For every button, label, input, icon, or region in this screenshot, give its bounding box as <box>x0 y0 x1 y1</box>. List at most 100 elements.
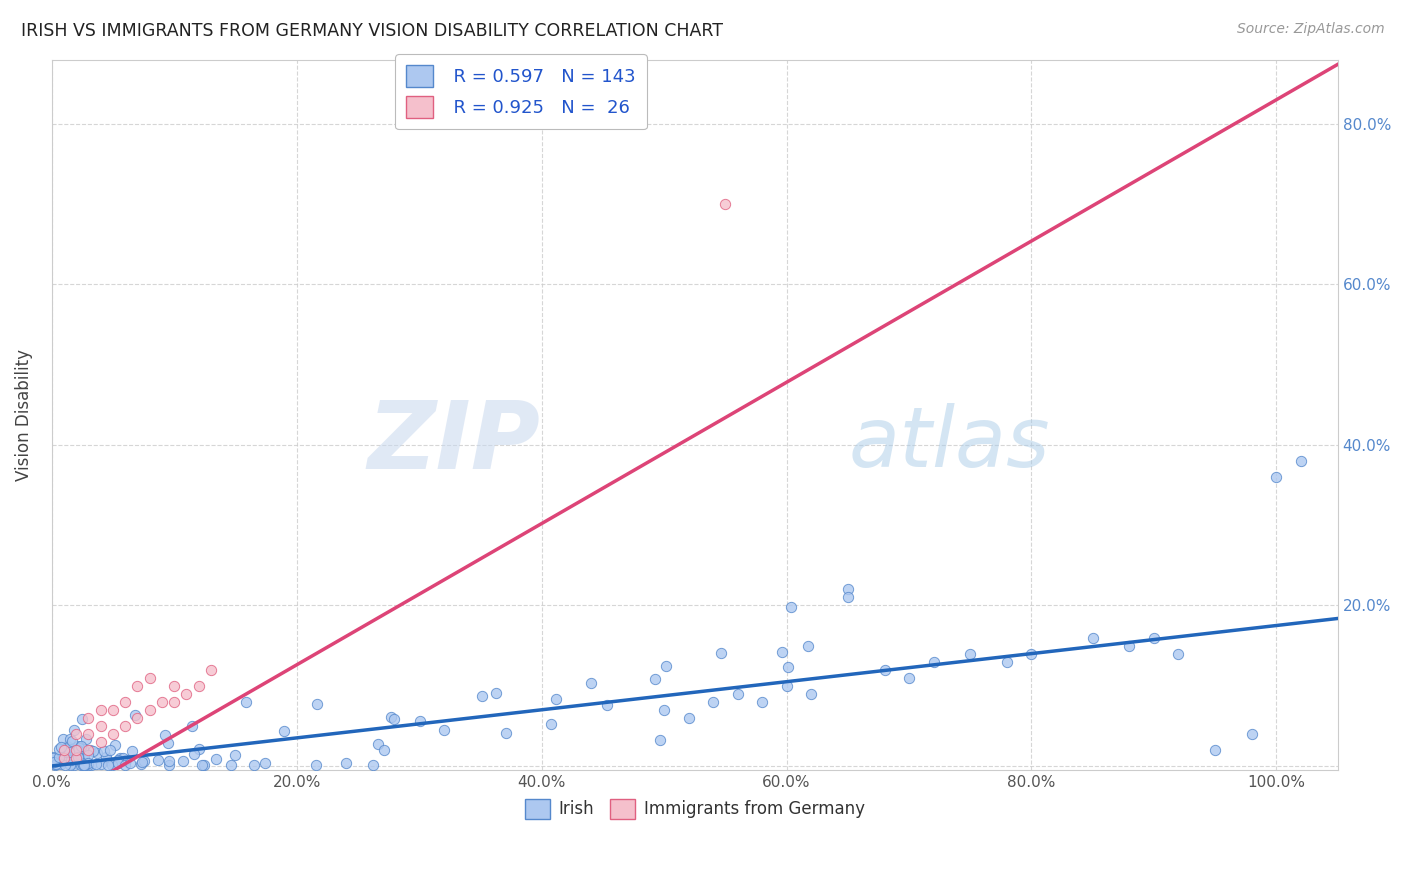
Point <box>51 756 73 771</box>
Point <box>644 672 666 686</box>
Point <box>495 725 517 739</box>
Point <box>94 750 117 764</box>
Point <box>409 714 432 728</box>
Point <box>90 735 112 749</box>
Point <box>114 758 136 772</box>
Text: Source: ZipAtlas.com: Source: ZipAtlas.com <box>1237 22 1385 37</box>
Point <box>131 755 153 769</box>
Point <box>107 756 129 771</box>
Point <box>114 719 136 733</box>
Point <box>66 739 89 753</box>
Legend: Irish, Immigrants from Germany: Irish, Immigrants from Germany <box>517 792 872 826</box>
Point <box>90 719 112 733</box>
Point <box>77 711 100 725</box>
Point <box>273 724 295 739</box>
Point <box>97 758 120 772</box>
Point <box>190 758 212 772</box>
Point <box>1204 743 1226 757</box>
Point <box>652 703 675 717</box>
Point <box>193 758 215 772</box>
Point <box>546 692 568 706</box>
Point <box>48 742 70 756</box>
Point <box>44 755 66 769</box>
Point <box>1289 454 1312 468</box>
Point <box>77 727 100 741</box>
Point <box>70 712 93 726</box>
Point <box>118 756 141 770</box>
Point <box>75 756 97 770</box>
Point <box>104 738 127 752</box>
Point <box>90 703 112 717</box>
Point <box>77 743 100 757</box>
Text: ZIP: ZIP <box>367 397 540 489</box>
Point <box>780 599 803 614</box>
Point <box>70 739 93 753</box>
Point <box>45 752 67 766</box>
Point <box>837 582 859 597</box>
Point <box>77 758 100 772</box>
Point <box>65 751 87 765</box>
Point <box>373 743 395 757</box>
Point <box>1240 727 1263 741</box>
Point <box>654 658 676 673</box>
Point <box>579 675 602 690</box>
Point <box>77 748 100 763</box>
Point <box>66 750 89 764</box>
Point <box>243 758 266 772</box>
Point <box>53 758 76 772</box>
Point <box>48 753 70 767</box>
Point <box>84 757 107 772</box>
Point <box>107 753 129 767</box>
Point <box>922 655 945 669</box>
Point <box>775 679 797 693</box>
Point <box>180 718 202 732</box>
Point <box>63 723 86 738</box>
Point <box>727 687 749 701</box>
Point <box>1167 647 1189 661</box>
Point <box>70 743 93 757</box>
Point <box>70 756 93 770</box>
Y-axis label: Vision Disability: Vision Disability <box>15 349 32 481</box>
Point <box>678 711 700 725</box>
Point <box>1143 631 1166 645</box>
Point <box>150 695 173 709</box>
Point <box>77 756 100 770</box>
Point <box>187 679 209 693</box>
Point <box>112 750 135 764</box>
Text: atlas: atlas <box>849 402 1050 483</box>
Point <box>52 755 75 769</box>
Text: IRISH VS IMMIGRANTS FROM GERMANY VISION DISABILITY CORRELATION CHART: IRISH VS IMMIGRANTS FROM GERMANY VISION … <box>21 22 723 40</box>
Point <box>93 744 115 758</box>
Point <box>433 723 456 737</box>
Point <box>176 687 198 701</box>
Point <box>129 756 152 771</box>
Point <box>59 753 82 767</box>
Point <box>101 758 124 772</box>
Point <box>79 743 101 757</box>
Point <box>650 732 672 747</box>
Point <box>124 708 146 723</box>
Point <box>367 737 389 751</box>
Point <box>200 663 222 677</box>
Point <box>73 758 96 772</box>
Point <box>156 736 179 750</box>
Point <box>995 655 1018 669</box>
Point <box>53 743 76 757</box>
Point <box>873 663 896 677</box>
Point <box>56 739 79 753</box>
Point <box>121 744 143 758</box>
Point <box>148 753 170 767</box>
Point <box>44 757 66 772</box>
Point <box>63 756 86 771</box>
Point <box>959 647 981 661</box>
Point <box>219 758 242 772</box>
Point <box>60 734 83 748</box>
Point <box>101 703 124 717</box>
Point <box>70 758 93 772</box>
Point <box>101 727 124 741</box>
Point <box>73 757 96 772</box>
Point <box>72 757 94 772</box>
Point <box>163 679 186 693</box>
Point <box>42 751 65 765</box>
Point <box>382 712 405 726</box>
